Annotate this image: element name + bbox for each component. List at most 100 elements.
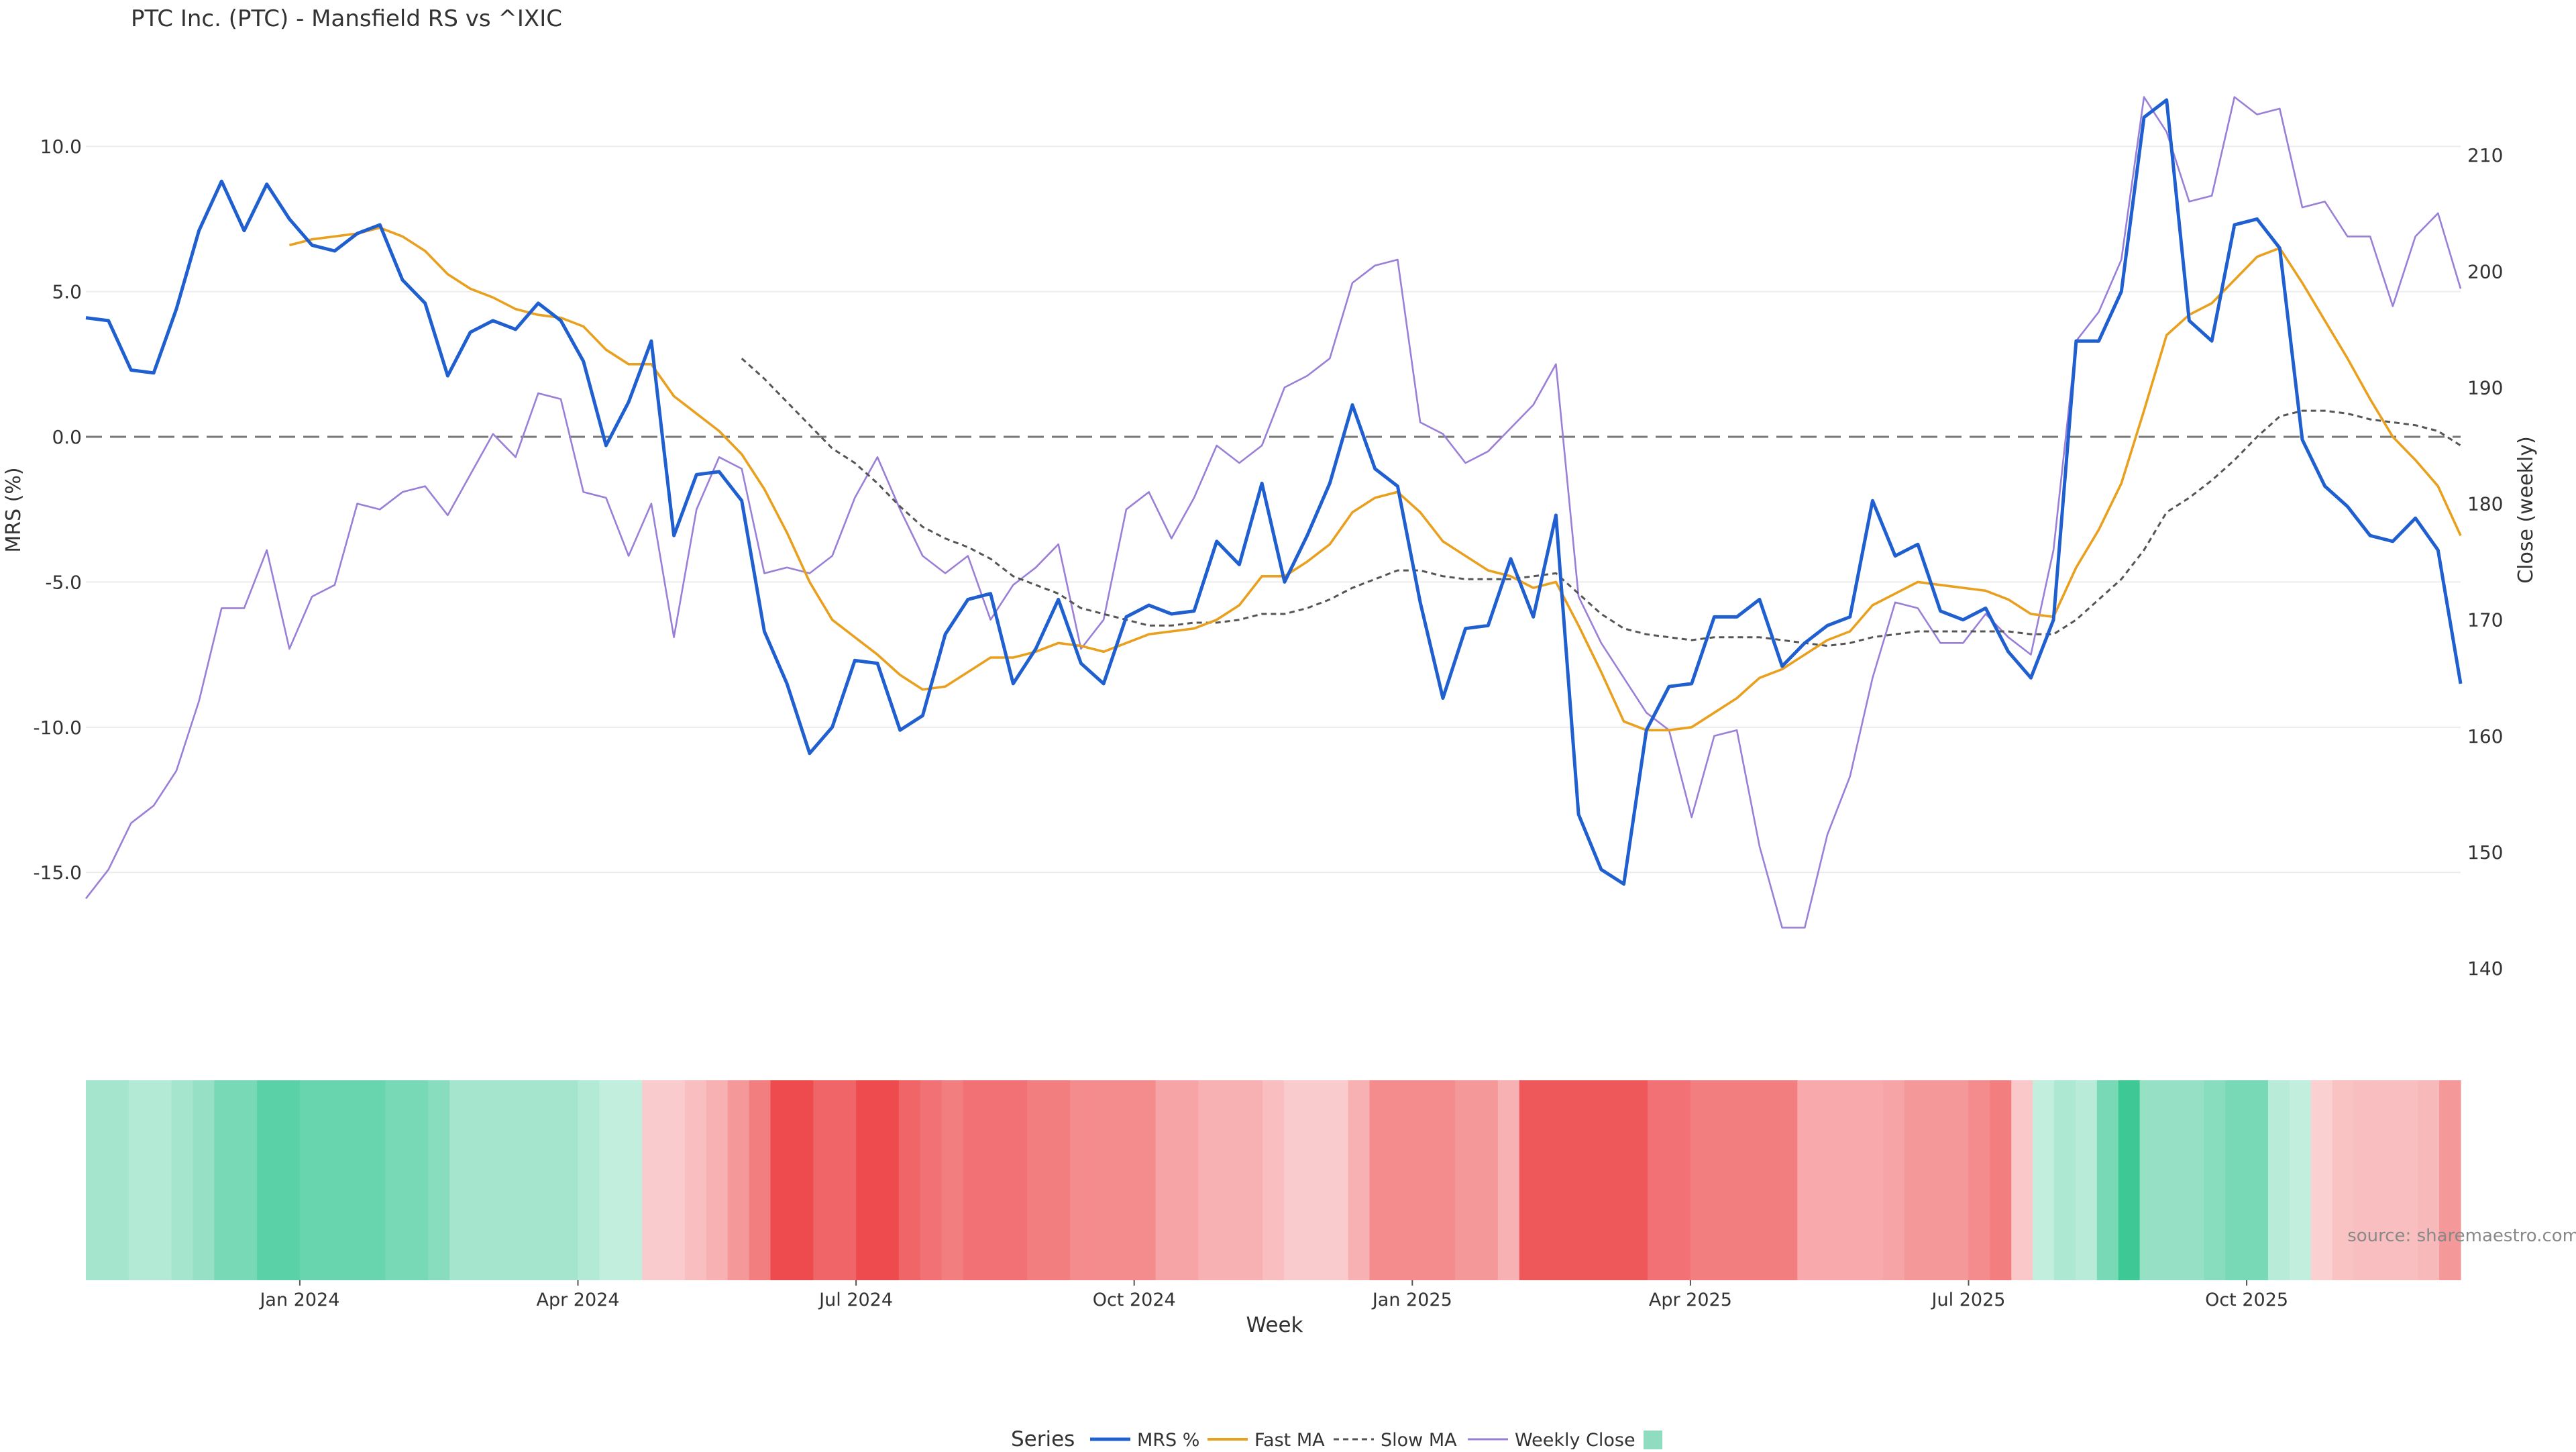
x-axis-label: Week — [1246, 1313, 1303, 1337]
heat-cell — [1155, 1080, 1178, 1280]
right-tick-label: 180 — [2467, 493, 2503, 515]
heat-cell — [1497, 1080, 1520, 1280]
heat-cell — [1455, 1080, 1477, 1280]
heat-cell — [556, 1080, 579, 1280]
heat-cell — [2267, 1080, 2290, 1280]
heat-cell — [1862, 1080, 1884, 1280]
heat-cell — [898, 1080, 921, 1280]
heat-cell — [535, 1080, 557, 1280]
series-line-weekly-close — [85, 96, 2462, 929]
heat-cell — [1583, 1080, 1605, 1280]
heat-cell — [471, 1080, 493, 1280]
heat-cell — [128, 1080, 151, 1280]
heat-cell — [2204, 1080, 2226, 1280]
heat-cell — [1283, 1080, 1306, 1280]
heat-cell — [642, 1080, 664, 1280]
heat-cell — [1134, 1080, 1157, 1280]
heat-cell — [299, 1080, 322, 1280]
left-tick-label: 0.0 — [52, 426, 82, 448]
heat-cell — [2161, 1080, 2183, 1280]
right-tick-label: 140 — [2467, 957, 2503, 980]
heat-cell — [2096, 1080, 2119, 1280]
heat-cell — [1476, 1080, 1499, 1280]
heat-cell — [2439, 1080, 2461, 1280]
heat-cell — [920, 1080, 943, 1280]
heat-cell — [2375, 1080, 2397, 1280]
left-tick-label: 5.0 — [52, 281, 82, 303]
heat-cell — [1519, 1080, 1542, 1280]
heat-cell — [257, 1080, 279, 1280]
heat-cell — [2247, 1080, 2269, 1280]
x-tick-label: Jan 2025 — [1371, 1290, 1452, 1310]
x-tick-label: Jul 2025 — [1931, 1290, 2006, 1310]
heat-cell — [1198, 1080, 1220, 1280]
heat-cell — [1648, 1080, 1670, 1280]
heat-cell — [1305, 1080, 1328, 1280]
right-tick-label: 190 — [2467, 376, 2503, 399]
heat-cell — [1091, 1080, 1114, 1280]
heat-cell — [2396, 1080, 2418, 1280]
heat-cell — [1220, 1080, 1242, 1280]
heat-cell — [1049, 1080, 1071, 1280]
heat-cell — [2310, 1080, 2333, 1280]
series-lines — [85, 96, 2463, 929]
heat-cell — [1326, 1080, 1349, 1280]
heat-cell — [385, 1080, 407, 1280]
heat-cell — [1882, 1080, 1905, 1280]
x-tick-label: Apr 2024 — [537, 1290, 620, 1310]
x-tick-label: Jul 2024 — [818, 1290, 893, 1310]
legend-heat-swatch — [1644, 1431, 1662, 1449]
heat-cell — [2011, 1080, 2033, 1280]
right-axis-ticks: 210 200 190 180 170 160 150 140 — [2467, 144, 2503, 980]
heat-cell — [835, 1080, 857, 1280]
heat-cell — [1070, 1080, 1092, 1280]
heat-cell — [513, 1080, 536, 1280]
heat-cell — [1754, 1080, 1777, 1280]
heat-cell — [278, 1080, 301, 1280]
legend-label: Slow MA — [1381, 1430, 1457, 1449]
left-tick-label: -5.0 — [45, 571, 82, 593]
heat-cell — [1669, 1080, 1691, 1280]
heat-cell — [984, 1080, 1006, 1280]
legend-label: Weekly Close — [1515, 1430, 1635, 1449]
heat-cell — [428, 1080, 450, 1280]
left-tick-label: -15.0 — [34, 862, 82, 884]
heat-cell — [1819, 1080, 1841, 1280]
heat-cell — [1904, 1080, 1927, 1280]
x-axis-ticks: Jan 2024 Apr 2024 Jul 2024 Oct 2024 Jan 2025… — [258, 1280, 2288, 1310]
series-line-fast-ma — [288, 226, 2462, 731]
x-tick-label: Jan 2024 — [258, 1290, 339, 1310]
heat-cell — [1947, 1080, 1970, 1280]
heat-cell — [1540, 1080, 1563, 1280]
legend-title: Series — [1011, 1427, 1075, 1449]
heat-cell — [770, 1080, 793, 1280]
right-tick-label: 150 — [2467, 841, 2503, 864]
heat-cell — [1733, 1080, 1756, 1280]
heat-cell — [1263, 1080, 1285, 1280]
heat-cell — [1968, 1080, 1990, 1280]
heat-cell — [321, 1080, 343, 1280]
heat-cell — [1797, 1080, 1819, 1280]
heat-cell — [86, 1080, 108, 1280]
heat-cell — [2118, 1080, 2141, 1280]
heat-cell — [214, 1080, 236, 1280]
right-tick-label: 170 — [2467, 609, 2503, 631]
heat-cell — [1369, 1080, 1391, 1280]
series-line-slow-ma — [741, 358, 2461, 647]
heat-cell — [1626, 1080, 1648, 1280]
heat-cell — [1776, 1080, 1798, 1280]
heat-cell — [706, 1080, 729, 1280]
chart-title: PTC Inc. (PTC) - Mansfield RS vs ^IXIC — [131, 5, 562, 32]
heat-cell — [1348, 1080, 1371, 1280]
heat-cell — [856, 1080, 878, 1280]
heat-cell — [1690, 1080, 1713, 1280]
heat-cell — [663, 1080, 686, 1280]
heat-cell — [941, 1080, 964, 1280]
heat-cell — [150, 1080, 172, 1280]
legend: Series MRS % Fast MA Slow MA Weekly Close — [1011, 1427, 1662, 1451]
heat-cell — [599, 1080, 621, 1280]
heat-cell — [171, 1080, 194, 1280]
heat-cell — [2075, 1080, 2098, 1280]
